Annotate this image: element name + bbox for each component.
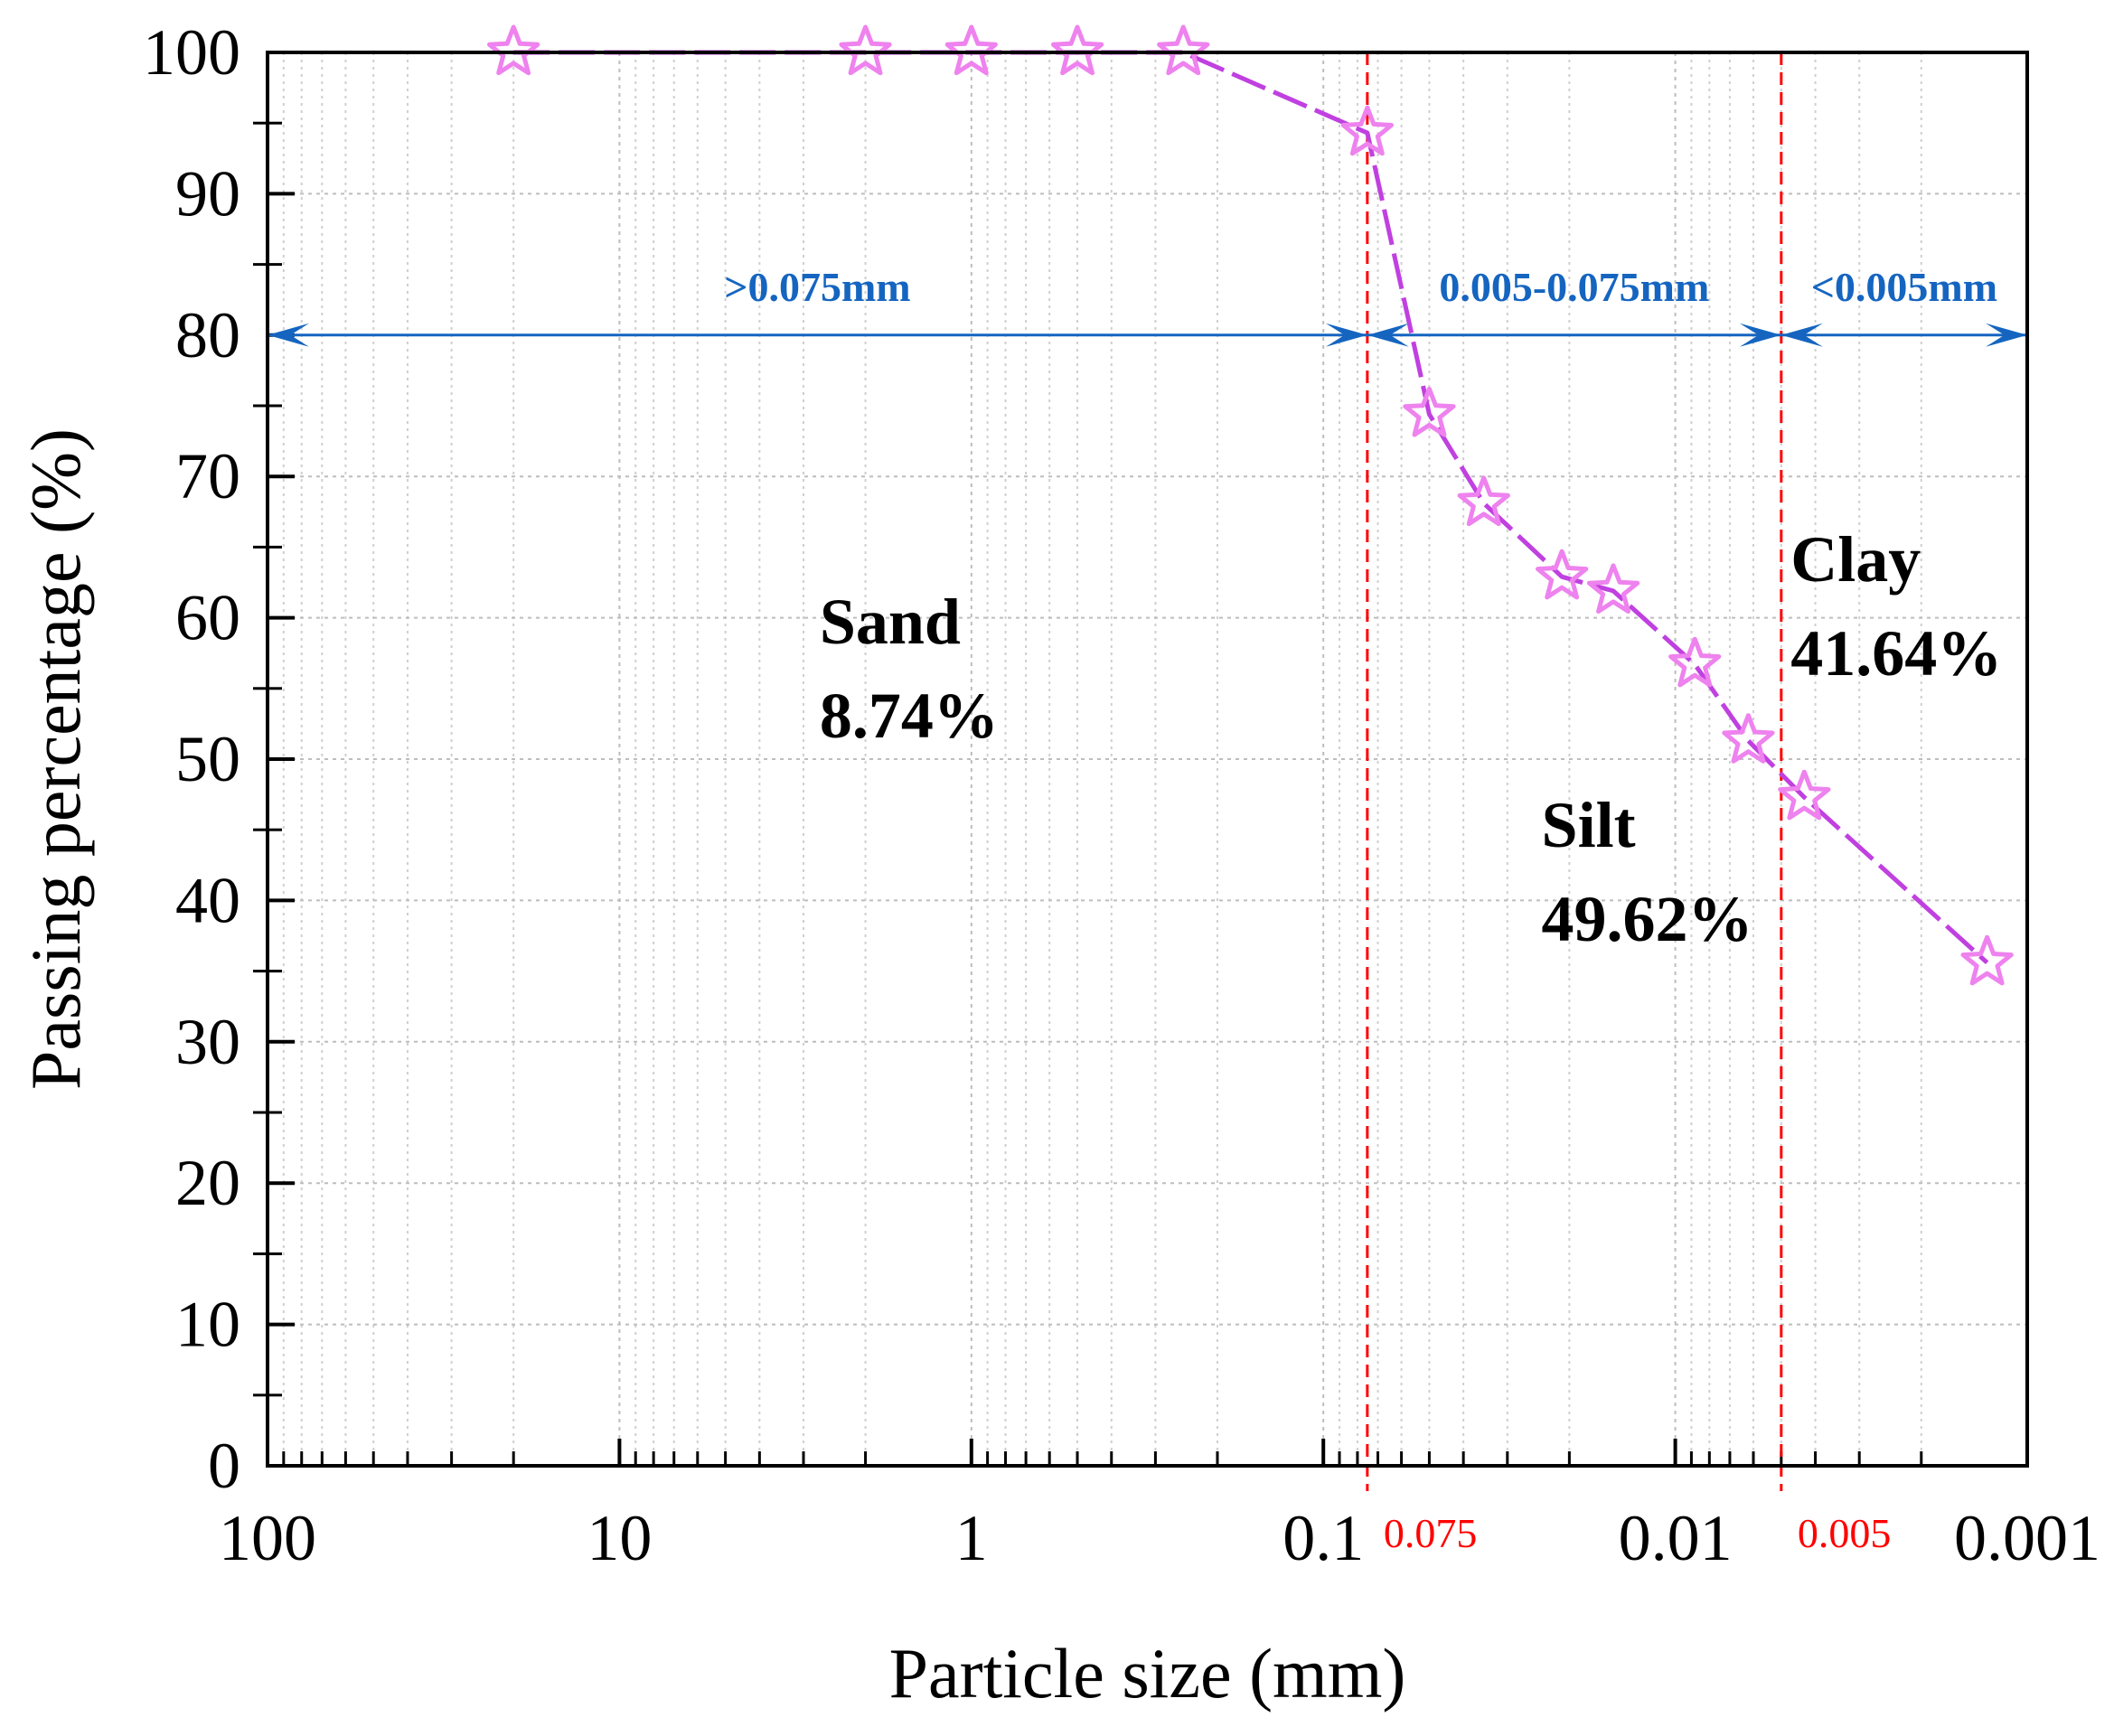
y-tick-label: 80: [175, 299, 240, 371]
x-tick-label: 0.01: [1619, 1502, 1733, 1574]
y-tick-label: 30: [175, 1006, 240, 1078]
y-tick-label: 90: [175, 157, 240, 230]
data-point-star: [1403, 386, 1456, 437]
x-axis-title: Particle size (mm): [889, 1634, 1406, 1713]
cutoff-lines: 0.075 0.005: [1366, 52, 1892, 1556]
series: [487, 24, 2014, 986]
range-label: <0.005mm: [1811, 264, 1997, 310]
x-tick-label: 1: [955, 1502, 988, 1574]
range-arrows: >0.075mm 0.005-0.075mm <0.005mm: [268, 264, 2027, 347]
data-point-star: [487, 24, 540, 76]
y-tick-label: 10: [175, 1289, 240, 1361]
y-tick-label: 100: [143, 16, 240, 89]
series-line: [513, 50, 1989, 965]
cutoff-label: 0.075: [1384, 1510, 1478, 1556]
arrow-head: [1780, 323, 1823, 347]
x-tick-label: 0.001: [1954, 1502, 2100, 1574]
arrow-head: [1325, 323, 1367, 347]
soil-name-label: Sand: [820, 586, 961, 658]
arrow-head: [1367, 323, 1409, 347]
soil-name-label: Clay: [1790, 523, 1921, 596]
range-label: >0.075mm: [724, 264, 910, 310]
data-point-star: [1050, 24, 1104, 76]
soil-annotations: Sand 8.74% Silt 49.62% Clay 41.64%: [820, 523, 2002, 955]
data-point-star: [1536, 549, 1589, 600]
x-tick-label: 10: [587, 1502, 652, 1574]
data-point-star: [1960, 934, 2014, 986]
data-point-star: [1778, 769, 1831, 821]
data-point-star: [1586, 563, 1640, 614]
y-tick-label: 50: [175, 723, 240, 795]
arrow-head: [268, 323, 309, 347]
y-tick-label: 60: [175, 582, 240, 654]
y-tick-label: 40: [175, 864, 240, 936]
data-point-star: [1340, 105, 1394, 156]
data-point-star: [1668, 636, 1722, 688]
y-tick-label: 20: [175, 1147, 240, 1219]
data-point-star: [1157, 24, 1210, 76]
data-point-star: [1722, 713, 1775, 764]
cutoff-label: 0.005: [1798, 1510, 1892, 1556]
arrow-head: [1986, 323, 2027, 347]
y-tick-label: 70: [175, 440, 240, 512]
ticks: 100 10 1 0.1 0.01 0.001 0 10 20 30 40 50 60 70 80 90 100: [143, 16, 2100, 1574]
data-point-star: [839, 24, 892, 76]
plot-frame: [266, 51, 2029, 1468]
soil-percent-label: 41.64%: [1790, 617, 2002, 690]
y-axis-title: Passing percentage (%): [16, 428, 95, 1090]
x-tick-label: 0.1: [1282, 1502, 1364, 1574]
arrow-head: [1739, 323, 1781, 347]
range-label: 0.005-0.075mm: [1439, 264, 1709, 310]
data-point-star: [1457, 475, 1510, 527]
soil-percent-label: 49.62%: [1542, 883, 1753, 955]
data-point-star: [944, 24, 998, 76]
soil-name-label: Silt: [1542, 789, 1636, 861]
x-tick-label: 100: [219, 1502, 316, 1574]
y-tick-label: 0: [208, 1430, 240, 1502]
soil-percent-label: 8.74%: [820, 680, 999, 752]
